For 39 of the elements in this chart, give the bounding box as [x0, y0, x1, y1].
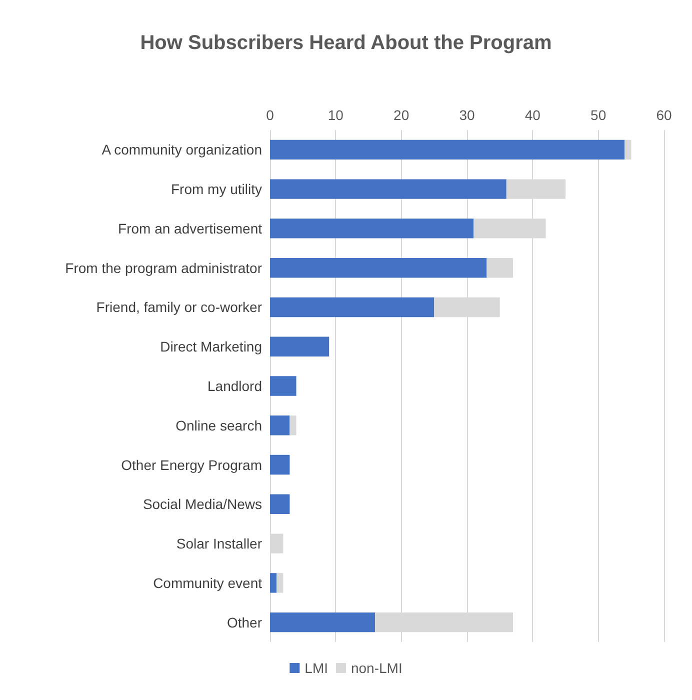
- bar: [270, 297, 434, 318]
- x-tick-label: 20: [394, 107, 410, 123]
- bar: [270, 376, 296, 396]
- legend-label: LMI: [304, 660, 328, 676]
- x-tick-label: 40: [524, 107, 541, 123]
- y-tick-label: Friend, family or co-worker: [96, 299, 262, 316]
- bar: [624, 140, 632, 160]
- x-tick-label: 60: [656, 107, 672, 123]
- y-tick-label: Other: [226, 614, 262, 630]
- y-tick-label: Online search: [176, 417, 262, 434]
- bar: [270, 179, 506, 199]
- x-tick-label: 0: [266, 107, 274, 123]
- bar: [270, 612, 376, 632]
- bar: [270, 573, 277, 593]
- x-tick-label: 10: [328, 107, 344, 123]
- bar: [270, 336, 330, 356]
- bar: [276, 573, 284, 593]
- bar: [486, 258, 513, 278]
- y-tick-label: A community organization: [102, 142, 262, 158]
- x-tick-label: 50: [590, 107, 606, 123]
- y-tick-label: Landlord: [208, 378, 262, 394]
- bar: [270, 494, 290, 514]
- y-tick-label: Direct Marketing: [160, 338, 262, 355]
- x-tick-label: 30: [459, 107, 475, 123]
- bar: [290, 416, 296, 436]
- y-tick-label: From my utility: [171, 181, 262, 198]
- bar: [270, 416, 290, 436]
- bar: [270, 258, 487, 278]
- y-tick-label: From an advertisement: [118, 220, 262, 236]
- y-tick-label: From the program administrator: [65, 260, 262, 276]
- legend-label: non-LMI: [350, 660, 402, 676]
- chart-title: How Subscribers Heard About the Program: [140, 32, 552, 54]
- bar: [270, 140, 625, 160]
- y-tick-label: Community event: [153, 574, 262, 591]
- y-tick-label: Other Energy Program: [121, 456, 262, 473]
- y-tick-label: Social Media/News: [142, 496, 262, 512]
- bar: [270, 218, 474, 238]
- y-tick-label: Solar Installer: [176, 536, 262, 552]
- bar: [270, 454, 290, 475]
